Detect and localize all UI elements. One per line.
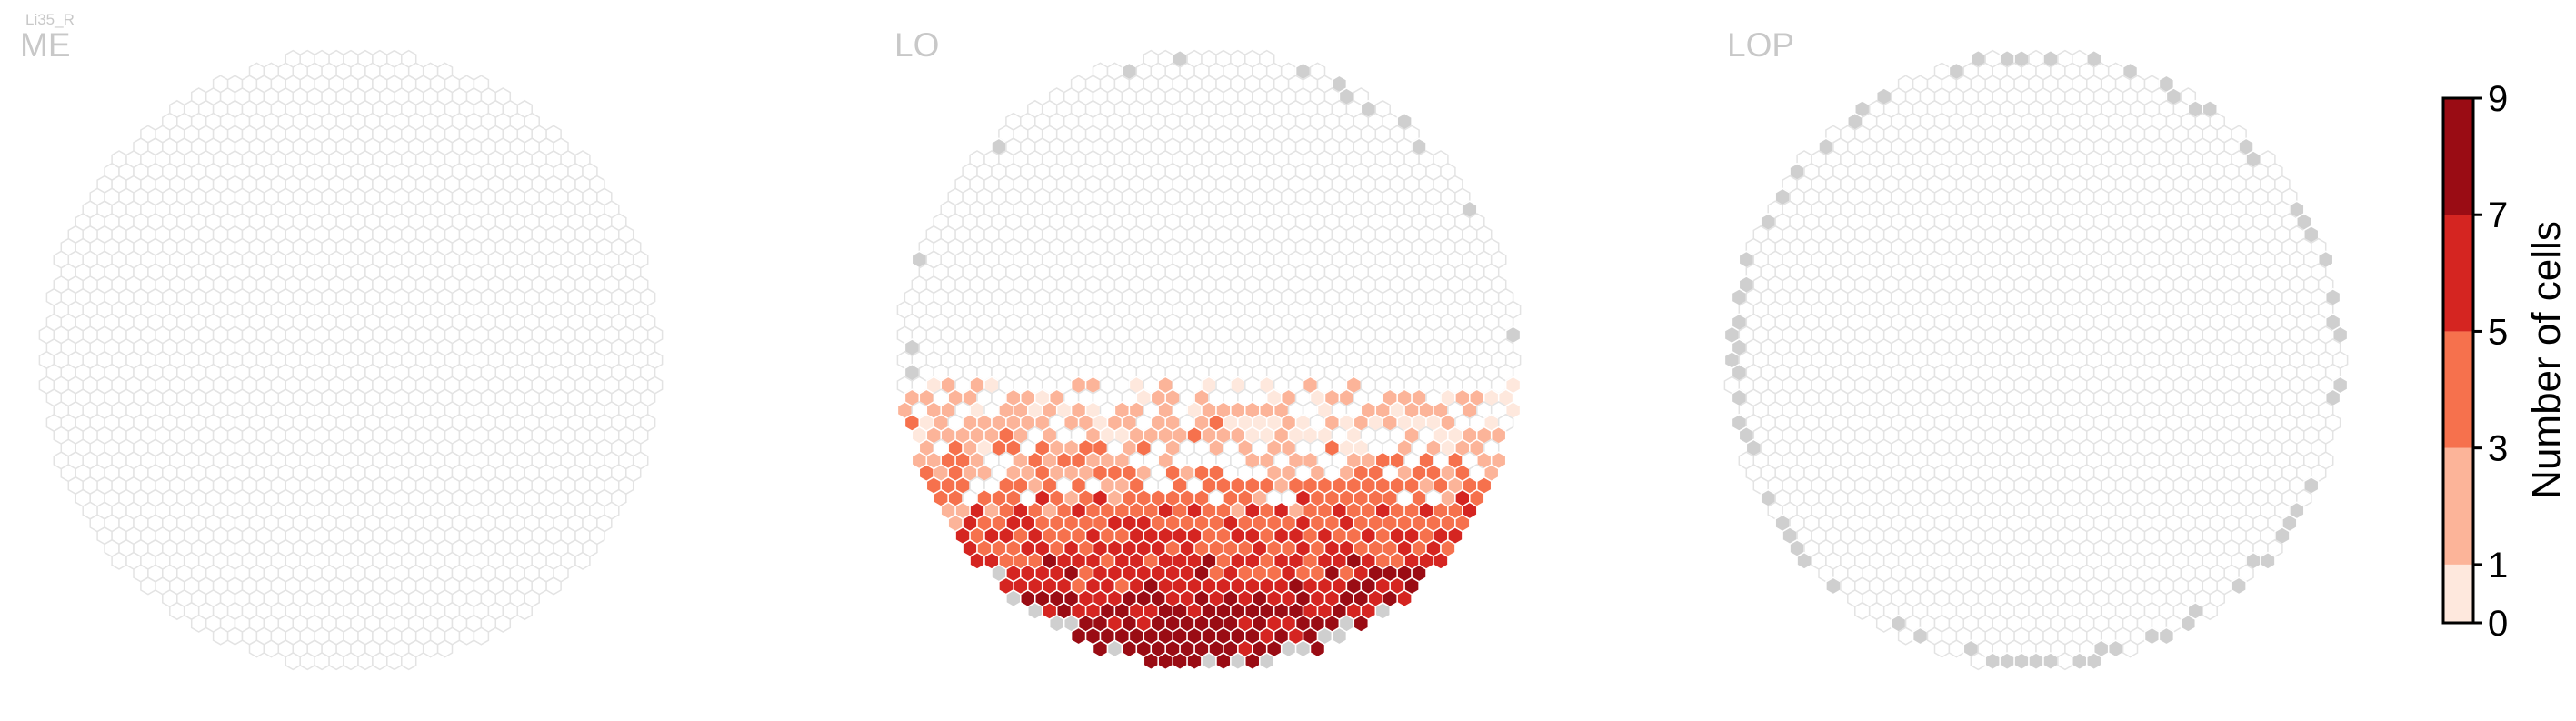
hex-column <box>140 576 156 596</box>
hex-column <box>401 652 417 671</box>
hex-column <box>1201 652 1217 671</box>
hex-column <box>2202 601 2218 621</box>
hex-column <box>1172 652 1188 671</box>
hex-column <box>458 626 475 646</box>
hex-column <box>169 601 185 621</box>
hex-column <box>2143 626 2161 646</box>
hex-column <box>1070 626 1087 646</box>
panel-title-me: ME <box>20 26 71 64</box>
colorbar-tick-label: 7 <box>2488 195 2508 235</box>
colorbar-tick-label: 0 <box>2488 604 2508 644</box>
hex-column <box>343 652 359 671</box>
hex-column <box>357 652 374 671</box>
hex-column <box>1309 639 1326 658</box>
hex-column <box>574 551 591 570</box>
hex-column <box>1825 576 1842 596</box>
panel-title-lo: LO <box>894 26 939 64</box>
colorbar-bin <box>2443 331 2473 448</box>
hex-column <box>1244 652 1261 671</box>
hex-column <box>1912 626 1929 646</box>
hex-column <box>2013 652 2030 671</box>
hex-column <box>1854 601 1871 621</box>
colorbar-tick-label: 9 <box>2488 79 2508 119</box>
colorbar-bin <box>2443 564 2473 623</box>
hex-column <box>1948 639 1965 658</box>
hex-column <box>1230 652 1246 671</box>
hex-column <box>969 551 985 570</box>
hex-column <box>1027 601 1043 621</box>
hex-column <box>1933 639 1951 658</box>
hex-column <box>1157 652 1173 671</box>
hex-column <box>1294 639 1312 658</box>
hex-column <box>2180 614 2197 633</box>
hex-column <box>111 551 127 570</box>
hex-column <box>248 639 265 658</box>
hex-column <box>473 626 490 646</box>
hex-column <box>1331 626 1348 646</box>
colorbar-bin <box>2443 447 2473 565</box>
hex-column <box>1005 589 1022 608</box>
hex-column <box>1984 652 2001 671</box>
hex-column <box>1970 652 1986 671</box>
hex-panel-me <box>38 49 664 671</box>
hex-column <box>1215 652 1232 671</box>
hex-column <box>1433 551 1449 570</box>
colorbar-label: Number of cells <box>2524 221 2569 499</box>
hex-column <box>2072 652 2088 671</box>
hex-column <box>1186 652 1203 671</box>
hex-column <box>226 626 244 646</box>
hex-column <box>2158 626 2175 646</box>
hex-column <box>1092 639 1109 658</box>
hex-column <box>2086 652 2102 671</box>
colorbar-tick-label: 5 <box>2488 312 2508 352</box>
hex-column <box>263 639 280 658</box>
panel-title-lop: LOP <box>1727 26 1794 64</box>
hex-column <box>422 639 439 658</box>
colorbar-tick-label: 1 <box>2488 546 2508 586</box>
hex-column <box>2057 652 2073 671</box>
hex-column <box>1259 652 1275 671</box>
hex-column <box>212 626 229 646</box>
hex-column <box>1396 589 1413 608</box>
hex-column <box>372 652 388 671</box>
hex-column <box>1796 551 1812 570</box>
cell-type-label: Li35_R <box>25 11 75 28</box>
hex-column <box>545 576 562 596</box>
hex-column <box>2231 576 2247 596</box>
hex-column <box>2122 639 2139 658</box>
hex-column <box>1897 626 1914 646</box>
hex-column <box>314 652 330 671</box>
hex-column <box>386 652 403 671</box>
hex-column <box>285 652 301 671</box>
hex-column <box>1143 652 1159 671</box>
colorbar-bin <box>2443 215 2473 332</box>
hex-column <box>1121 639 1138 658</box>
hex-column <box>1353 614 1370 633</box>
hex-column <box>1106 639 1123 658</box>
hex-column <box>1875 614 1892 633</box>
hex-column <box>494 614 512 633</box>
hex-column <box>2260 551 2276 570</box>
hex-panel-lop <box>1723 49 2349 671</box>
hex-column <box>516 601 533 621</box>
colorbar-bin <box>2443 98 2473 215</box>
hex-column <box>2042 652 2059 671</box>
hex-column <box>190 614 207 633</box>
hex-column <box>328 652 344 671</box>
colorbar-frame <box>2441 96 2475 625</box>
hex-column <box>1374 601 1391 621</box>
hex-column <box>1280 639 1297 658</box>
hex-column <box>436 639 454 658</box>
hex-column <box>2107 639 2124 658</box>
hex-column <box>1048 614 1065 633</box>
hex-panel-lo <box>896 49 1522 671</box>
hex-column <box>2028 652 2044 671</box>
colorbar: 0 1 3 5 7 9 Number of cells <box>2441 79 2569 644</box>
hex-column <box>1999 652 2015 671</box>
hex-column <box>299 652 315 671</box>
colorbar-tick-label: 3 <box>2488 429 2508 469</box>
